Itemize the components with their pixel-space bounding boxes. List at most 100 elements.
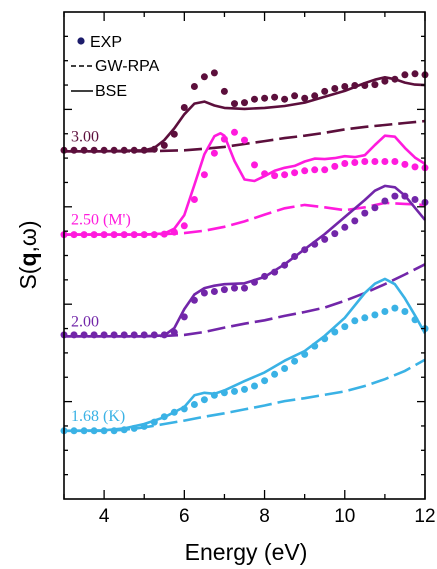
series-group: 1.68 (K) bbox=[60, 277, 429, 435]
y-axis-label-prefix: S( bbox=[15, 266, 41, 289]
exp-point bbox=[140, 422, 148, 430]
gw-rpa-line bbox=[64, 263, 426, 338]
y-axis-label-bold: q bbox=[15, 252, 41, 266]
exp-point bbox=[70, 427, 78, 435]
exp-point bbox=[341, 83, 349, 90]
exp-point bbox=[411, 196, 419, 203]
exp-point bbox=[321, 235, 329, 243]
exp-point bbox=[281, 261, 289, 269]
exp-point bbox=[90, 231, 98, 239]
x-axis-ticks: 4 6 8 10 12 bbox=[63, 12, 436, 527]
exp-point bbox=[301, 94, 309, 102]
exp-point bbox=[80, 231, 88, 239]
gw-rpa-line bbox=[64, 358, 426, 433]
exp-point bbox=[261, 272, 269, 280]
exp-point bbox=[200, 396, 208, 404]
series-group: 3.00 bbox=[60, 69, 429, 154]
exp-point bbox=[170, 328, 178, 336]
series-label: 2.50 (M') bbox=[71, 212, 131, 229]
exp-point bbox=[251, 161, 258, 169]
exp-point bbox=[70, 231, 78, 239]
exp-point bbox=[170, 228, 178, 236]
series-label: 1.68 (K) bbox=[71, 408, 125, 425]
exp-point bbox=[120, 146, 128, 154]
exp-point bbox=[281, 365, 289, 372]
exp-point bbox=[190, 296, 198, 304]
exp-point bbox=[291, 357, 299, 365]
exp-point bbox=[120, 231, 128, 239]
exp-point bbox=[371, 311, 379, 319]
exp-point bbox=[80, 427, 88, 435]
exp-point bbox=[241, 284, 248, 292]
exp-point bbox=[401, 192, 409, 200]
exp-point bbox=[110, 331, 118, 339]
exp-point bbox=[200, 73, 208, 81]
exp-point bbox=[170, 130, 178, 138]
exp-point bbox=[391, 304, 399, 312]
exp-point bbox=[271, 370, 279, 378]
exp-point bbox=[70, 146, 78, 154]
exp-point bbox=[150, 145, 158, 153]
exp-point bbox=[411, 70, 419, 78]
legend-bse-label: BSE bbox=[95, 83, 127, 100]
gw-rpa-line bbox=[64, 119, 426, 153]
exp-point bbox=[301, 350, 309, 358]
exp-point bbox=[291, 92, 299, 100]
exp-point bbox=[110, 146, 118, 154]
exp-point bbox=[160, 331, 168, 339]
exp-point bbox=[220, 389, 228, 397]
exp-point bbox=[391, 192, 399, 200]
exp-point bbox=[251, 95, 258, 103]
exp-point bbox=[351, 159, 359, 166]
exp-point bbox=[401, 308, 409, 315]
exp-point bbox=[190, 196, 198, 203]
exp-point bbox=[361, 82, 369, 89]
x-axis-label: Energy (eV) bbox=[185, 539, 308, 565]
exp-point bbox=[351, 82, 359, 89]
exp-point bbox=[391, 158, 399, 165]
exp-point bbox=[180, 405, 188, 413]
exp-point bbox=[331, 230, 339, 238]
exp-point bbox=[90, 331, 98, 339]
exp-point bbox=[291, 169, 299, 177]
exp-point bbox=[170, 408, 178, 416]
exp-point bbox=[150, 231, 158, 239]
exp-point bbox=[160, 141, 168, 149]
exp-point bbox=[100, 331, 108, 339]
exp-point bbox=[241, 385, 248, 393]
exp-point bbox=[190, 401, 198, 408]
exp-point bbox=[361, 209, 369, 217]
bse-line bbox=[64, 184, 427, 338]
exp-point bbox=[231, 128, 238, 136]
exp-point bbox=[210, 69, 218, 77]
exp-point bbox=[130, 231, 138, 239]
legend-gwrpa-label: GW-RPA bbox=[95, 58, 160, 75]
exp-point bbox=[311, 342, 319, 350]
exp-point bbox=[411, 316, 419, 324]
exp-point bbox=[381, 77, 389, 85]
exp-point bbox=[190, 83, 198, 90]
exp-point bbox=[271, 172, 279, 180]
exp-point bbox=[301, 167, 309, 175]
exp-point bbox=[381, 308, 389, 315]
exp-point bbox=[80, 331, 88, 339]
exp-point bbox=[90, 427, 98, 435]
exp-point bbox=[261, 377, 269, 385]
exp-point bbox=[130, 331, 138, 339]
bse-line bbox=[64, 76, 426, 153]
exp-point bbox=[341, 223, 349, 231]
exp-point bbox=[351, 217, 359, 225]
exp-point bbox=[220, 135, 228, 143]
exp-point bbox=[200, 289, 208, 297]
exp-point bbox=[311, 166, 319, 174]
series-group: 2.00 bbox=[60, 184, 429, 339]
exp-point bbox=[210, 288, 218, 295]
x-tick-label: 8 bbox=[259, 506, 270, 527]
x-tick-label: 12 bbox=[414, 506, 435, 527]
x-tick-label: 10 bbox=[334, 506, 355, 527]
exp-point bbox=[150, 418, 158, 426]
exp-point bbox=[231, 387, 238, 395]
exp-point bbox=[100, 231, 108, 239]
series-group: 2.50 (M') bbox=[60, 128, 429, 239]
